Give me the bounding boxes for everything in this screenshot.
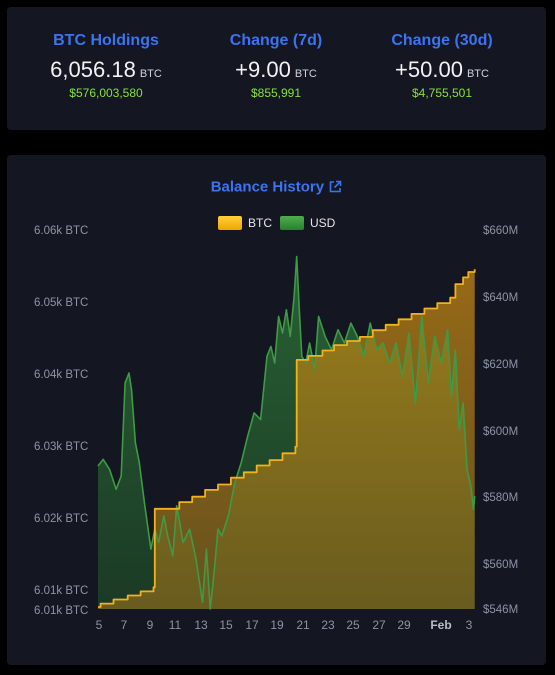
x-tick-label: 11 (169, 618, 182, 632)
x-tick-label: 23 (321, 618, 335, 632)
stat-usd-value: $576,003,580 (69, 86, 143, 100)
legend-label-usd: USD (310, 216, 336, 230)
y-right-tick-label: $560M (483, 559, 518, 571)
y-left-tick-label: 6.06k BTC (34, 225, 88, 237)
y-left-tick-label: 6.02k BTC (34, 513, 88, 525)
y-right-tick-label: $546M (483, 604, 518, 616)
x-tick-label: 5 (96, 618, 103, 632)
chart-title: Balance History (210, 178, 325, 196)
x-tick-label: 27 (372, 618, 386, 632)
x-tick-label: 9 (147, 618, 154, 632)
y-left-tick-label: 6.04k BTC (34, 369, 88, 381)
stat-value: 6,056.18 (50, 57, 136, 82)
chart-title-link[interactable]: Balance History (7, 178, 546, 196)
legend-label-btc: BTC (248, 216, 272, 230)
stat-unit: BTC (466, 68, 489, 80)
y-right-tick-label: $620M (483, 359, 518, 371)
stat-title: BTC Holdings (53, 32, 159, 49)
x-tick-label: 21 (296, 618, 310, 632)
stat-value: +50.00 (395, 57, 463, 82)
y-right-tick-label: $580M (483, 492, 518, 504)
x-tick-label: 15 (219, 618, 233, 632)
x-tick-label: 29 (397, 618, 411, 632)
external-link-icon (329, 180, 342, 193)
stat-change-7d: Change (7d) +9.00 BTC $855,991 (186, 31, 366, 100)
stat-unit: BTC (294, 68, 317, 80)
legend-swatch-btc (218, 216, 242, 230)
btc-area (98, 269, 475, 609)
x-tick-label: 13 (194, 618, 208, 632)
usd-line (97, 255, 476, 610)
stat-unit: BTC (139, 68, 162, 80)
balance-chart: BTC USD 6.06k BTC 6.05k BTC 6.04k BTC 6.03k B… (34, 216, 518, 632)
y-right-tick-label: $600M (483, 426, 518, 438)
y-right-tick-label: $660M (483, 225, 518, 237)
y-left-tick-label: 6.03k BTC (34, 441, 88, 453)
x-tick-label: Feb (430, 618, 451, 632)
x-tick-label: 25 (346, 618, 360, 632)
stat-usd-value: $855,991 (250, 86, 302, 100)
y-left-tick-label: 6.05k BTC (34, 297, 88, 309)
stat-change-30d: Change (30d) +50.00 BTC $4,755,501 (352, 31, 532, 100)
stat-title: Change (7d) (229, 32, 323, 49)
x-tick-label: 7 (121, 618, 128, 632)
x-tick-label: 19 (270, 618, 284, 632)
y-right-tick-label: $640M (483, 292, 518, 304)
y-left-tick-label: 6.01k BTC (34, 605, 88, 617)
balance-history-panel: Balance History BTC USD 6.06k BTC 6.05k BTC… (7, 155, 546, 665)
stat-usd-value: $4,755,501 (411, 86, 473, 100)
x-tick-label: 3 (466, 618, 473, 632)
y-left-tick-label: 6.01k BTC (34, 585, 88, 597)
stat-btc-holdings: BTC Holdings 6,056.18 BTC $576,003,580 (16, 31, 196, 100)
x-tick-label: 17 (245, 618, 259, 632)
stat-value: +9.00 (235, 57, 291, 82)
stat-title: Change (30d) (391, 32, 493, 49)
btc-line (98, 269, 476, 608)
legend-swatch-usd (280, 216, 304, 230)
stats-panel: BTC Holdings 6,056.18 BTC $576,003,580 Ch… (7, 7, 546, 130)
